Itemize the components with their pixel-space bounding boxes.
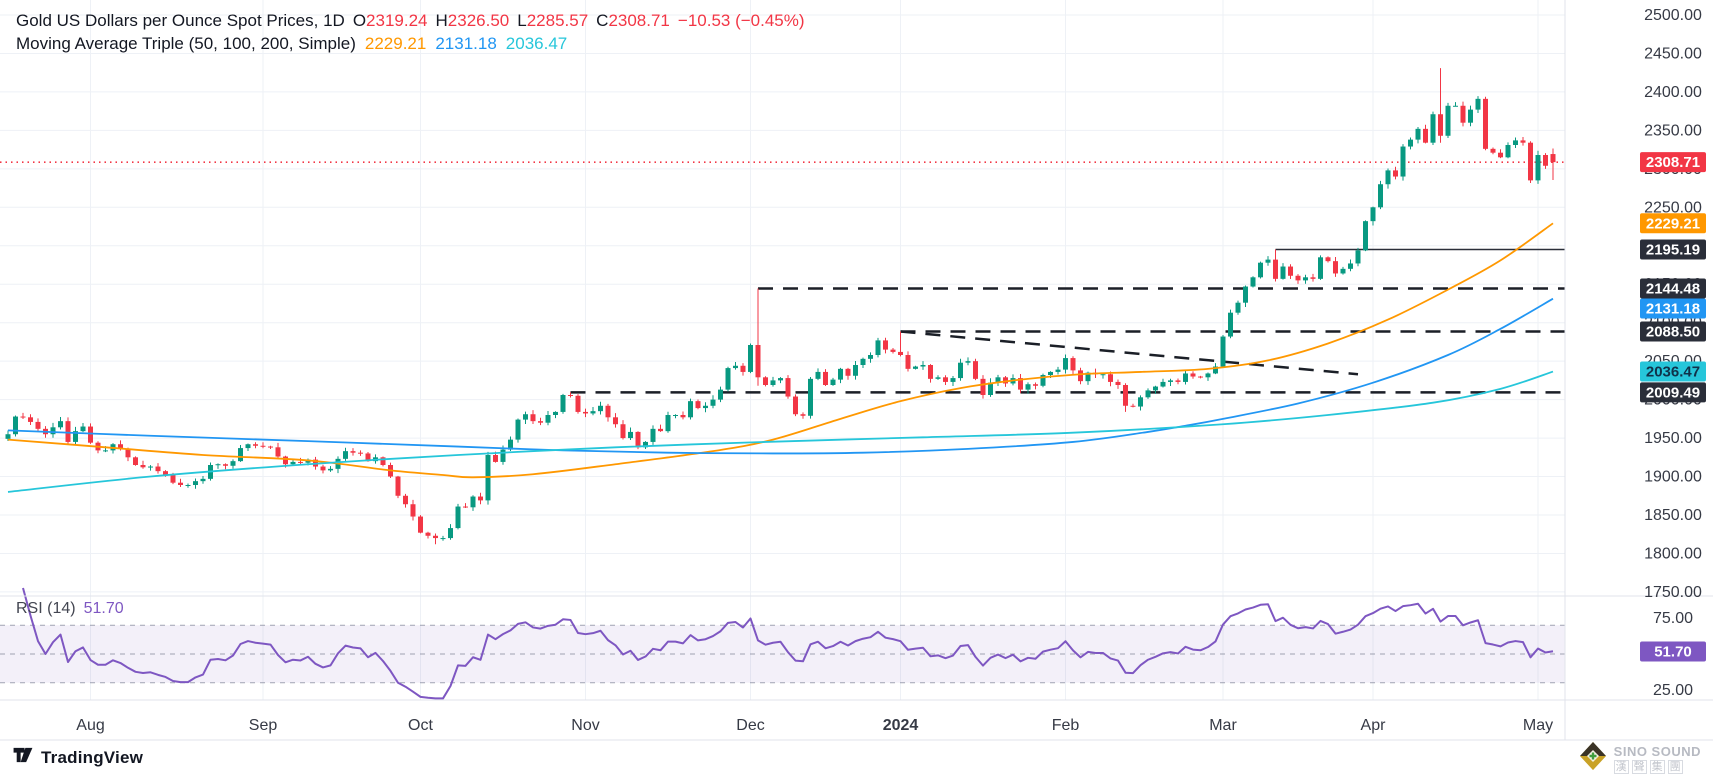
descending-trend-line[interactable] [900,330,1359,376]
time-tick-label: Sep [249,717,278,734]
price-tick-label: 1750.00 [1644,584,1702,601]
tradingview-logo-icon [12,744,34,771]
price-axis-badge-text: 2036.47 [1646,364,1700,381]
price-axis-badge-text: 2088.50 [1646,324,1700,341]
rsi-axis-badge [1640,641,1706,662]
rsi-legend[interactable]: RSI (14) 51.70 [16,600,124,618]
time-tick-label: Dec [736,717,764,734]
time-tick-label: Feb [1052,717,1080,734]
ma-value: 2229.21 [364,34,427,53]
symbol-title: Gold US Dollars per Ounce Spot Prices, 1… [16,11,345,30]
rsi-tick-label: 25.00 [1653,682,1693,699]
price-tick-label: 2450.00 [1644,45,1702,62]
ma-values: 2229.21 2131.18 2036.47 [356,34,567,53]
sino-sound-logo-icon [1578,740,1608,777]
watermark-subtitle: 漢聲集團 [1613,759,1683,774]
ohlc-value: 2326.50 [447,11,510,30]
price-axis-badge-text: 2229.21 [1646,215,1700,232]
tradingview-attribution[interactable]: TradingView [12,744,143,771]
rsi-pane[interactable] [0,587,1565,700]
ohlc-value: 2319.24 [366,11,428,30]
ohlc-values: O2319.24 H2326.50 L2285.57 C2308.71 [345,11,670,30]
sino-sound-watermark: SINO SOUND 漢聲集團 [1578,740,1701,777]
price-axis-badge-text: 2144.48 [1646,280,1700,297]
ohlc-key: L [517,11,527,30]
ma-legend-row: Moving Average Triple (50, 100, 200, Sim… [16,32,805,55]
rsi-value: 51.70 [83,600,124,617]
ma-line-sma-100 [7,297,1554,455]
symbol-legend[interactable]: Gold US Dollars per Ounce Spot Prices, 1… [16,9,805,55]
time-scale[interactable]: Aug Sep Oct Nov Dec 2024 Feb Mar Apr May [76,717,1553,734]
ma-value: 2131.18 [435,34,497,53]
time-tick-label: 2024 [883,717,919,734]
price-tick-label: 2400.00 [1644,84,1702,101]
price-axis-badge-text: 2131.18 [1646,300,1700,317]
time-tick-label: Apr [1361,717,1387,734]
rsi-line [22,587,1554,700]
rsi-study-title: RSI (14) [16,600,76,617]
price-tick-label: 1950.00 [1644,430,1702,447]
time-tick-label: Aug [76,717,104,734]
ohlc-key: O [352,11,367,30]
time-tick-label: Mar [1209,717,1237,734]
watermark-title: SINO SOUND [1613,743,1701,759]
rsi-tick-label: 75.00 [1653,610,1693,627]
time-tick-label: Nov [571,717,599,734]
price-axis-badge [1640,361,1706,382]
price-axis-badge [1640,152,1706,173]
ohlc-value: 2285.57 [526,11,589,30]
price-scale[interactable]: 2500.002450.002400.002350.002300.002250.… [0,0,1713,741]
price-tick-label: 1850.00 [1644,507,1702,524]
change-value: −10.53 (−0.45%) [677,11,805,30]
grid-layer [0,0,1565,700]
price-axis-badge [1640,278,1706,299]
drawing-lines-layer[interactable] [0,161,1565,394]
rsi-axis-badge-text: 51.70 [1654,644,1692,661]
ma-line-sma-200 [7,370,1554,493]
ma-line-sma-50 [7,222,1554,479]
price-tick-label: 1900.00 [1644,469,1702,486]
price-axis-badge-text: 2308.71 [1646,154,1700,171]
ma-value: 2036.47 [505,34,568,53]
symbol-legend-row: Gold US Dollars per Ounce Spot Prices, 1… [16,9,805,32]
ohlc-key: H [435,11,448,30]
time-tick-label: May [1523,717,1553,734]
price-axis-badge [1640,382,1706,403]
time-tick-label: Oct [408,717,433,734]
price-axis-badge [1640,298,1706,319]
price-tick-label: 2350.00 [1644,122,1702,139]
price-axis-badge [1640,213,1706,234]
tradingview-brand-text: TradingView [41,747,144,767]
ohlc-key: C [596,11,609,30]
price-tick-label: 2250.00 [1644,199,1702,216]
price-axis-badge-text: 2195.19 [1646,241,1700,258]
price-tick-label: 1800.00 [1644,545,1702,562]
ohlc-value: 2308.71 [608,11,670,30]
moving-averages-layer [7,222,1554,493]
ma-study-title: Moving Average Triple (50, 100, 200, Sim… [16,34,356,53]
candles-layer [5,68,1556,545]
price-axis-badge [1640,239,1706,260]
price-axis-badge-text: 2009.49 [1646,384,1700,401]
price-axis-badge [1640,321,1706,342]
price-tick-label: 2500.00 [1644,7,1702,24]
